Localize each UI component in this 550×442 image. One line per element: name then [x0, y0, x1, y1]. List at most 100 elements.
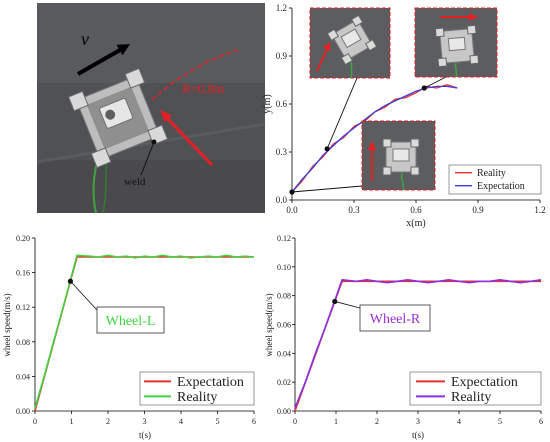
inset-robot — [326, 14, 378, 66]
wheel-l-speed-chart: 0 1 2 3 4 5 6 0.00 0.04 0.08 0.12 0.16 0.20 t(s) wheel… — [2, 234, 256, 440]
x-tick-label: 0 — [33, 417, 37, 426]
series-line-reality — [294, 278, 542, 409]
inset-connector-line — [424, 76, 447, 89]
annotation-dot — [67, 278, 74, 284]
robot-wheel — [466, 24, 477, 35]
weld-callout-dot — [151, 139, 157, 145]
robot-wheel — [90, 147, 112, 169]
y-tick-label: 0.6 — [276, 99, 288, 109]
legend-label: Reality — [451, 390, 491, 405]
trajectory-marker — [289, 189, 295, 195]
legend-box — [139, 371, 255, 406]
legend-label: Reality — [177, 390, 217, 405]
legend-box — [409, 371, 542, 406]
y-tick-label: 0.00 — [277, 407, 291, 416]
robot-wheel — [382, 138, 392, 148]
legend-label: Expectation — [451, 375, 518, 390]
annotation-dot — [332, 298, 338, 305]
legend-label: Expectation — [477, 181, 525, 192]
robot-motor-housing — [392, 148, 410, 162]
robot-wheel — [410, 138, 420, 148]
robot-wheel — [350, 14, 364, 28]
x-tick-label: 4 — [179, 417, 183, 426]
y-tick-label: 0.20 — [16, 234, 30, 243]
y-tick-label: 0.06 — [277, 321, 291, 330]
x-tick-label: 0.3 — [348, 205, 360, 215]
weld-seam — [36, 122, 266, 164]
inset-connector-line — [326, 77, 358, 149]
x-tick-label: 5 — [216, 417, 220, 426]
velocity-label: v — [81, 29, 89, 49]
robot-wheel — [434, 27, 445, 38]
y-tick-label: 0.9 — [276, 51, 288, 61]
weld-callout-line — [140, 141, 155, 176]
robot-motor-housing — [99, 98, 134, 129]
robot-wheel — [469, 54, 480, 65]
robot-wheel — [364, 38, 378, 52]
trajectory-marker — [421, 85, 427, 91]
x-tick-label: 1.2 — [534, 205, 545, 215]
y-tick-label: 0.04 — [277, 349, 291, 358]
crawler-robot — [67, 67, 169, 169]
robot-wheel — [340, 52, 354, 66]
y-axis-label: y(m) — [262, 94, 273, 113]
inset-photo-a — [309, 7, 391, 79]
robot-wheel — [67, 90, 89, 112]
legend-label: Reality — [477, 168, 506, 179]
annotation-box — [359, 304, 431, 332]
y-tick-label: 1.2 — [276, 3, 287, 13]
robot-photo-panel: v R=0.8m weld — [36, 3, 266, 214]
radius-arrow — [165, 116, 214, 167]
x-tick-label: 2 — [375, 417, 379, 426]
x-tick-label: 5 — [498, 417, 502, 426]
x-axis-label: t(s) — [139, 430, 151, 440]
x-axis-label: x(m) — [406, 218, 425, 229]
green-cable — [400, 172, 405, 191]
annotation-box — [96, 306, 165, 334]
x-tick-label: 0.0 — [286, 205, 298, 215]
radius-arrowhead — [160, 110, 172, 123]
y-axis-label: wheel speed(m/s) — [2, 293, 12, 356]
x-tick-label: 0.9 — [472, 205, 484, 215]
x-tick-label: 1 — [70, 417, 74, 426]
x-tick-label: 6 — [539, 417, 543, 426]
x-tick-label: 3 — [143, 417, 147, 426]
velocity-arrowhead — [116, 44, 130, 56]
robot-wheel — [437, 57, 448, 68]
legend-label: Expectation — [177, 375, 244, 390]
wheel-r-speed-chart: 0 1 2 3 4 5 6 0.00 0.02 0.04 0.06 0.08 0.10 0.12 t(s) w… — [264, 234, 543, 440]
annotation-label: Wheel-R — [370, 312, 421, 327]
y-tick-label: 0.04 — [16, 372, 30, 381]
x-tick-label: 6 — [252, 417, 256, 426]
x-tick-label: 2 — [106, 417, 110, 426]
inset-robot — [382, 138, 420, 176]
x-tick-label: 3 — [416, 417, 420, 426]
y-tick-label: 0.08 — [277, 292, 291, 301]
robot-motor-housing — [340, 28, 362, 49]
x-tick-label: 0 — [293, 417, 297, 426]
robot-wheel — [410, 166, 420, 176]
annotation-label: Wheel-L — [106, 314, 156, 329]
x-tick-label: 1 — [334, 417, 338, 426]
series-line-expectation — [291, 85, 458, 193]
photo-light-area — [37, 3, 265, 83]
y-tick-label: 0.12 — [277, 234, 291, 243]
inset-connector-line — [291, 185, 363, 193]
x-tick-label: 4 — [457, 417, 461, 426]
y-tick-label: 0.12 — [16, 303, 30, 312]
legend: Reality Expectation — [448, 164, 542, 195]
trajectory-marker — [324, 146, 330, 152]
green-cable — [454, 61, 458, 78]
x-axis-label: t(s) — [412, 430, 424, 440]
trajectory-chart: 0.0 0.3 0.6 0.9 1.2 0.0 0.3 0.6 0.9 1.2 x(m) y(m) Re… — [262, 3, 546, 229]
radius-label: R=0.8m — [182, 81, 224, 96]
x-tick-label: 0.6 — [410, 205, 422, 215]
inset-photo-b — [414, 7, 498, 78]
y-tick-label: 0.3 — [276, 147, 288, 157]
turning-path-arc — [151, 49, 239, 101]
direction-arrowhead — [368, 141, 376, 150]
direction-arrowhead — [469, 13, 478, 21]
robot-wheel — [147, 124, 169, 146]
